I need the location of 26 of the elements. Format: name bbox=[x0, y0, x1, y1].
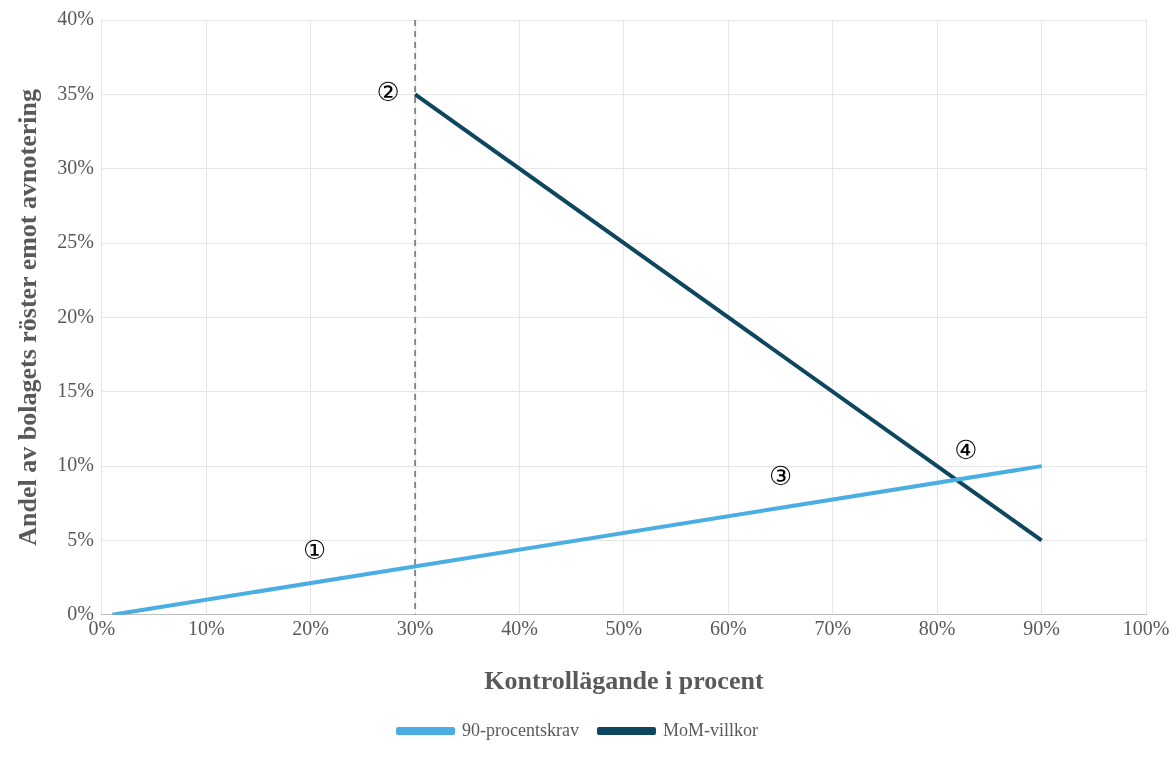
annotation: ④ bbox=[954, 434, 978, 465]
y-tick-label: 10% bbox=[57, 453, 94, 476]
x-tick-label: 50% bbox=[605, 617, 643, 640]
y-tick-label: 40% bbox=[57, 7, 94, 30]
annotation: ③ bbox=[768, 461, 793, 492]
x-axis-title: Kontrollägande i procent bbox=[484, 666, 764, 696]
x-tick-label: 40% bbox=[501, 617, 538, 640]
y-tick-label: 5% bbox=[67, 527, 94, 550]
x-tick-label: 20% bbox=[292, 617, 330, 640]
y-tick-label: 35% bbox=[57, 81, 94, 104]
x-tick-label: 70% bbox=[814, 617, 852, 640]
annotation: ① bbox=[303, 535, 327, 566]
y-tick-label: 15% bbox=[57, 379, 94, 401]
x-tick-label: 60% bbox=[710, 617, 747, 640]
legend-label: 90-procentskrav bbox=[462, 719, 579, 740]
x-tick-label: 30% bbox=[396, 617, 434, 640]
y-tick-label: 25% bbox=[57, 230, 94, 253]
x-tick-label: 100% bbox=[1122, 617, 1170, 640]
legend-label: MoM-villkor bbox=[662, 719, 758, 740]
x-tick-label: 10% bbox=[187, 617, 225, 640]
y-tick-label: 30% bbox=[57, 155, 94, 178]
x-tick-label: 80% bbox=[918, 617, 956, 640]
x-tick-label: 90% bbox=[1023, 617, 1060, 640]
y-axis-title: Andel av bolagets röster emot avnotering bbox=[13, 89, 43, 546]
y-tick-label: 20% bbox=[57, 304, 94, 327]
annotation: ② bbox=[376, 77, 400, 108]
